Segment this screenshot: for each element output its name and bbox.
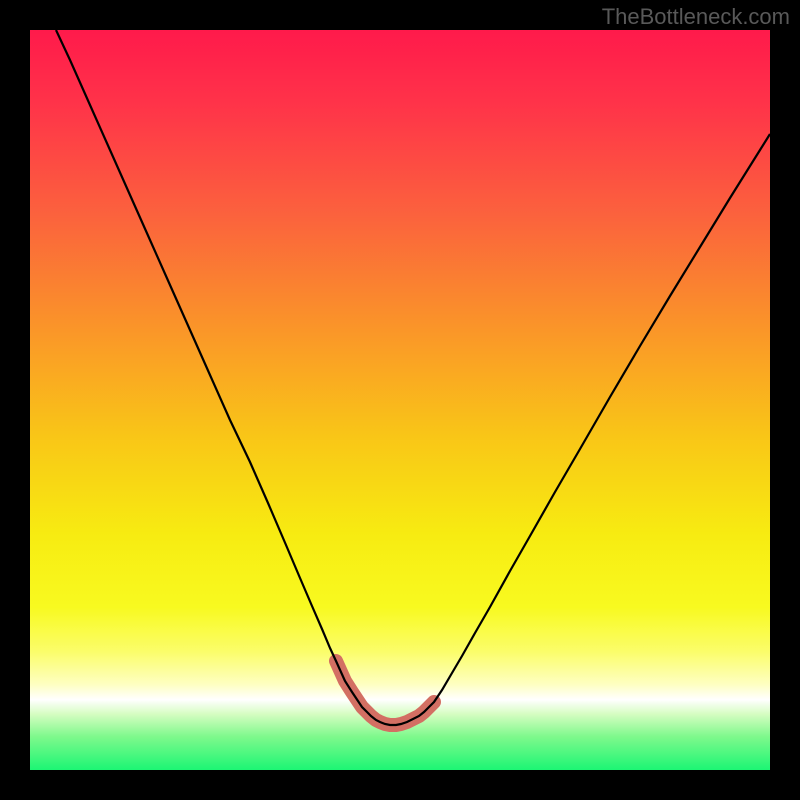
watermark-text: TheBottleneck.com	[602, 4, 790, 30]
curve-main	[56, 30, 770, 725]
curve-layer	[30, 30, 770, 770]
plot-area	[30, 30, 770, 770]
